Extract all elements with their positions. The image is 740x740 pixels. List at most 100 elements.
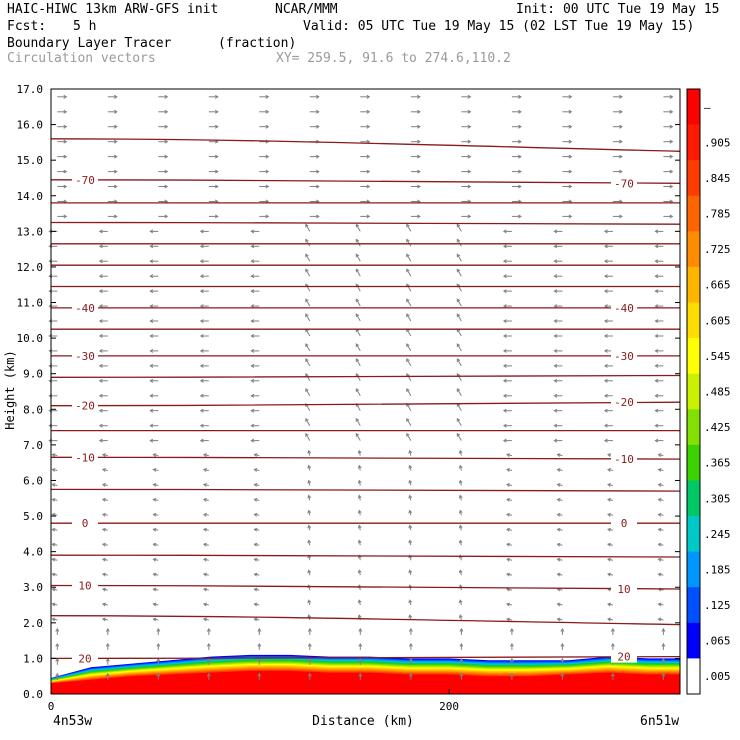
vector-head	[156, 672, 161, 677]
vector-head	[164, 184, 169, 189]
vector-head	[357, 509, 362, 514]
vector-shaft	[355, 418, 361, 426]
vector-head	[253, 512, 258, 517]
isotherm-line	[50, 179, 681, 184]
vector-head	[560, 642, 565, 647]
vector-head	[654, 319, 659, 324]
vector-head	[366, 94, 371, 99]
vector-shaft	[355, 388, 361, 397]
vector-head	[152, 512, 157, 517]
vector-head	[459, 657, 464, 662]
vector-head	[63, 154, 68, 159]
vector-head	[101, 602, 106, 607]
vector-head	[408, 627, 413, 632]
vector-head	[101, 497, 106, 502]
vector-head	[408, 449, 413, 454]
vector-head	[408, 539, 413, 544]
vector-head	[202, 512, 207, 517]
vector-head	[316, 214, 320, 219]
vector-head	[366, 184, 371, 189]
isotherm-line	[50, 655, 681, 660]
colorbar-label: .125	[704, 599, 731, 612]
vector-head	[406, 313, 410, 318]
vector-head	[265, 184, 270, 189]
colorbar-label: .545	[704, 350, 731, 363]
vector-shaft	[456, 358, 462, 367]
isotherm-label: 10	[617, 583, 630, 596]
vector-head	[502, 348, 507, 353]
vector-head	[149, 363, 154, 368]
isotherm-label: -30	[75, 350, 95, 363]
vector-head	[467, 94, 472, 99]
vector-head	[603, 289, 608, 294]
vector-head	[101, 527, 106, 532]
vector-head	[98, 304, 103, 309]
vector-head	[257, 642, 262, 647]
vector-head	[518, 184, 522, 189]
vector-head	[250, 423, 255, 428]
vector-head	[55, 642, 60, 647]
vector-head	[253, 453, 258, 457]
vector-head	[553, 393, 558, 398]
isotherm-label: -70	[614, 177, 634, 190]
vector-head	[250, 259, 255, 264]
vector-head	[459, 627, 464, 632]
vector-shaft	[305, 224, 311, 232]
vector-head	[113, 169, 118, 174]
vector-head	[456, 313, 461, 318]
vector-head	[408, 479, 413, 484]
vector-head	[406, 388, 410, 392]
vector-head	[657, 512, 662, 517]
isotherm-line	[50, 138, 681, 152]
vector-head	[458, 539, 463, 544]
vector-head	[459, 642, 464, 647]
vector-head	[607, 453, 611, 457]
colorbar-frame	[686, 88, 701, 695]
vector-head	[307, 672, 312, 677]
vector-head	[164, 139, 169, 144]
vector-head	[406, 298, 410, 303]
vector-shaft	[355, 328, 361, 337]
vector-head	[63, 139, 68, 144]
vector-shaft	[456, 388, 462, 397]
vector-head	[509, 672, 514, 677]
vector-head	[366, 124, 371, 129]
vector-head	[164, 109, 169, 114]
y-tick-label: 13.0	[17, 225, 44, 238]
vector-head	[518, 169, 522, 174]
vector-head	[152, 542, 157, 547]
vector-shaft	[456, 224, 462, 232]
vector-shaft	[456, 343, 462, 352]
vector-head	[603, 408, 608, 413]
vector-head	[265, 214, 270, 219]
vector-head	[509, 642, 514, 647]
tracer-core	[51, 670, 680, 694]
isotherm-label: -40	[614, 302, 634, 315]
isotherm-label: -30	[614, 350, 634, 363]
vector-head	[603, 393, 608, 398]
colorbar-label: .185	[704, 563, 731, 576]
vector-head	[456, 358, 461, 362]
vector-shaft	[355, 254, 361, 262]
vector-head	[149, 378, 154, 383]
colorbar-label: .305	[704, 492, 731, 505]
vector-head	[250, 378, 255, 383]
vector-shaft	[406, 403, 412, 411]
vector-head	[408, 657, 413, 662]
vector-head	[607, 602, 611, 607]
colorbar-swatch	[687, 195, 700, 232]
vector-head	[458, 614, 463, 619]
vector-head	[509, 627, 514, 632]
y-tick-label: 9.0	[23, 368, 43, 381]
vector-shaft	[406, 373, 412, 382]
isotherm-label: -20	[614, 396, 634, 409]
colorbar-swatch	[687, 302, 700, 339]
vector-head	[51, 557, 56, 562]
vector-head	[654, 304, 659, 309]
vector-head	[506, 542, 510, 547]
vector-head	[553, 333, 558, 338]
vector-shaft	[305, 269, 311, 277]
isotherm-label-bg	[72, 652, 98, 665]
vector-head	[603, 259, 608, 264]
vector-head	[355, 268, 360, 273]
